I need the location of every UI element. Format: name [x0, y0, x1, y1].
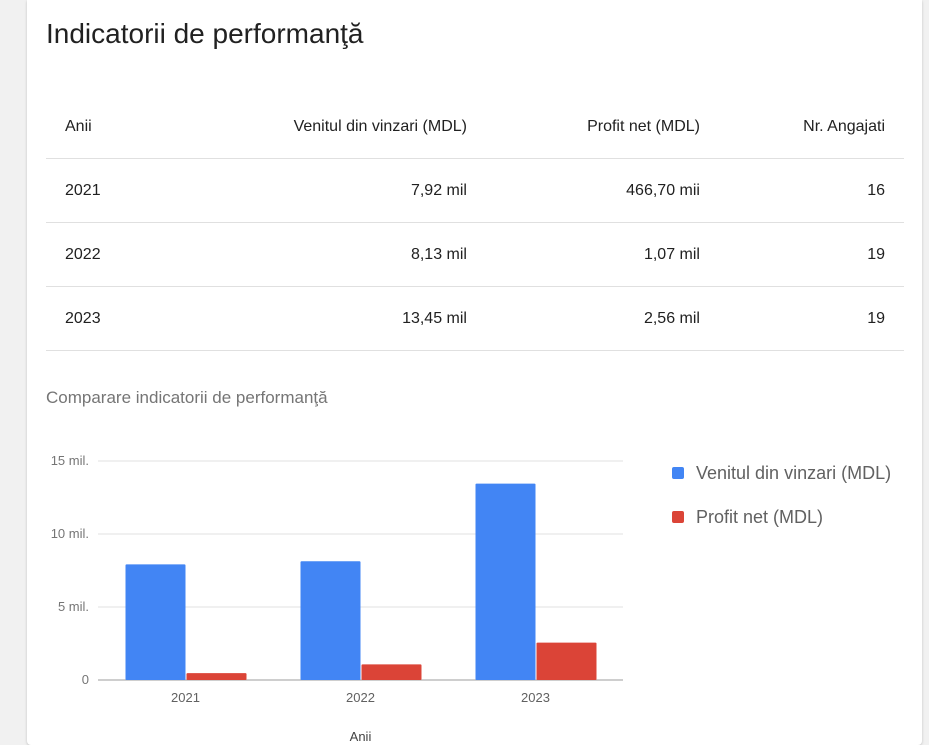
cell-employees: 16: [718, 158, 904, 223]
performance-table: Anii Venitul din vinzari (MDL) Profit ne…: [46, 95, 904, 351]
cell-revenue: 8,13 mil: [159, 222, 486, 287]
legend-label-net-profit: Profit net (MDL): [696, 506, 824, 527]
y-tick-label: 5 mil.: [58, 599, 89, 614]
legend-label-revenue: Venitul din vinzari (MDL): [696, 462, 892, 483]
y-tick-label: 0: [82, 672, 89, 687]
x-tick-label: 2021: [171, 690, 200, 705]
cell-year: 2021: [46, 158, 160, 223]
y-tick-label: 10 mil.: [51, 526, 89, 541]
x-axis-label: Anii: [350, 729, 372, 744]
page-title: Indicatorii de performanţă: [46, 18, 364, 49]
chart-legend: Venitul din vinzari (MDL) Profit net (MD…: [672, 461, 891, 549]
cell-year: 2022: [46, 222, 160, 287]
table-row: 2022 8,13 mil 1,07 mil 19: [46, 222, 904, 287]
bar-net-profit: [361, 664, 422, 680]
y-tick-label: 15 mil.: [51, 453, 89, 468]
column-header-employees: Nr. Angajati: [718, 95, 904, 159]
column-header-years: Anii: [46, 95, 160, 159]
table-header-row: Anii Venitul din vinzari (MDL) Profit ne…: [46, 95, 904, 159]
column-header-net-profit: Profit net (MDL): [485, 95, 719, 159]
x-tick-label: 2023: [521, 690, 550, 705]
bar-chart: 0 5 mil. 10 mil. 15 mil. 2021 2022 2023 Anii: [51, 453, 623, 744]
table-row: 2021 7,92 mil 466,70 mii 16: [46, 158, 904, 223]
legend-swatch-net-profit: [672, 511, 684, 523]
legend-item-revenue[interactable]: Venitul din vinzari (MDL): [672, 461, 891, 485]
cell-employees: 19: [718, 222, 904, 287]
cell-revenue: 7,92 mil: [159, 158, 486, 223]
cell-employees: 19: [718, 286, 904, 351]
cell-net-profit: 2,56 mil: [485, 286, 719, 351]
column-header-revenue: Venitul din vinzari (MDL): [159, 95, 486, 159]
legend-swatch-revenue: [672, 467, 684, 479]
bar-revenue: [475, 483, 536, 680]
x-tick-label: 2022: [346, 690, 375, 705]
bar-revenue: [300, 561, 361, 680]
chart-title: Comparare indicatorii de performanţă: [46, 388, 328, 407]
bar-revenue: [125, 564, 186, 680]
bar-net-profit: [186, 673, 247, 680]
bar-net-profit: [536, 642, 597, 680]
performance-card: Indicatorii de performanţă Anii Venitul …: [27, 0, 922, 745]
cell-year: 2023: [46, 286, 160, 351]
cell-net-profit: 1,07 mil: [485, 222, 719, 287]
legend-item-net-profit[interactable]: Profit net (MDL): [672, 505, 891, 529]
cell-revenue: 13,45 mil: [159, 286, 486, 351]
table-row: 2023 13,45 mil 2,56 mil 19: [46, 286, 904, 351]
cell-net-profit: 466,70 mii: [485, 158, 719, 223]
